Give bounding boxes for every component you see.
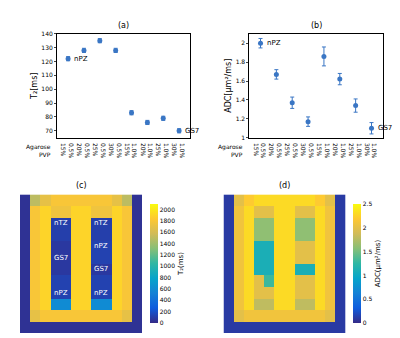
svg-text:0.5%20%: 0.5%20% [76, 143, 91, 159]
svg-text:1.0%15%: 1.0%15% [316, 143, 331, 159]
svg-text:1.4: 1.4 [236, 96, 246, 103]
svg-text:400: 400 [160, 296, 172, 303]
svg-text:1.0%30%: 1.0%30% [171, 143, 186, 159]
svg-text:800: 800 [160, 274, 172, 281]
svg-text:100: 100 [41, 85, 53, 92]
svg-text:1.0%20%: 1.0%20% [332, 143, 347, 159]
svg-text:1.0%15%: 1.0%15% [124, 143, 139, 159]
svg-text:Agarose: Agarose [26, 143, 51, 151]
svg-text:1.0%25%: 1.0%25% [348, 143, 363, 159]
svg-text:GS7: GS7 [94, 265, 108, 273]
svg-text:1.0%20%: 1.0%20% [139, 143, 154, 159]
svg-text:80: 80 [45, 113, 53, 120]
svg-text:Agarose: Agarose [218, 143, 243, 151]
svg-text:120: 120 [41, 58, 53, 65]
svg-text:70: 70 [45, 127, 53, 134]
svg-text:140: 140 [41, 30, 53, 37]
svg-text:(a): (a) [118, 21, 129, 30]
svg-text:GS7: GS7 [378, 124, 392, 132]
svg-text:nTZ: nTZ [94, 219, 108, 227]
svg-text:nPZ: nPZ [94, 242, 108, 250]
svg-text:0.5: 0.5 [363, 295, 373, 302]
svg-text:nPZ: nPZ [74, 55, 88, 63]
svg-text:(d): (d) [279, 181, 290, 190]
svg-text:ADC[µm²/ms]: ADC[µm²/ms] [224, 59, 233, 113]
svg-text:0.5%30%: 0.5%30% [108, 143, 123, 159]
svg-text:0.5%25%: 0.5%25% [284, 143, 299, 159]
svg-text:nPZ: nPZ [54, 289, 68, 297]
svg-text:0.5%20%: 0.5%20% [268, 143, 283, 159]
svg-text:T₂(ms): T₂(ms) [177, 252, 185, 276]
svg-text:1: 1 [241, 134, 245, 141]
svg-text:0.5%15%: 0.5%15% [253, 143, 268, 159]
svg-text:0: 0 [160, 319, 164, 326]
svg-text:GS7: GS7 [185, 127, 199, 135]
svg-text:GS7: GS7 [54, 254, 68, 262]
svg-text:0.5%15%: 0.5%15% [60, 143, 75, 159]
svg-text:T₂[ms]: T₂[ms] [30, 73, 39, 100]
svg-text:(b): (b) [311, 21, 322, 30]
svg-text:110: 110 [41, 71, 53, 78]
svg-text:PVP: PVP [39, 151, 51, 158]
svg-text:2000: 2000 [160, 206, 175, 213]
svg-text:1.5: 1.5 [363, 248, 373, 255]
svg-text:1: 1 [363, 272, 367, 279]
svg-text:2.5: 2.5 [363, 200, 373, 207]
svg-text:2: 2 [363, 224, 367, 231]
svg-text:130: 130 [41, 44, 53, 51]
svg-text:0.5%25%: 0.5%25% [92, 143, 107, 159]
svg-text:1000: 1000 [160, 262, 175, 269]
svg-text:1200: 1200 [160, 251, 175, 258]
svg-text:1.6: 1.6 [236, 77, 246, 84]
svg-text:nPZ: nPZ [267, 39, 281, 47]
svg-text:0.5%30%: 0.5%30% [300, 143, 315, 159]
svg-text:600: 600 [160, 285, 172, 292]
svg-text:nTZ: nTZ [54, 219, 68, 227]
svg-text:PVP: PVP [231, 151, 243, 158]
svg-text:1.8: 1.8 [236, 58, 246, 65]
svg-text:1800: 1800 [160, 217, 175, 224]
svg-text:ADC(µm²/ms): ADC(µm²/ms) [374, 240, 382, 288]
svg-text:200: 200 [160, 308, 172, 315]
svg-text:1600: 1600 [160, 228, 175, 235]
svg-text:(c): (c) [76, 181, 87, 190]
svg-text:0: 0 [363, 319, 367, 326]
svg-text:1.2: 1.2 [236, 115, 246, 122]
svg-text:1400: 1400 [160, 240, 175, 247]
svg-text:2: 2 [241, 39, 245, 46]
svg-text:1.0%30%: 1.0%30% [364, 143, 379, 159]
svg-text:nPZ: nPZ [94, 289, 108, 297]
svg-text:90: 90 [45, 99, 53, 106]
svg-text:1.0%25%: 1.0%25% [155, 143, 170, 159]
